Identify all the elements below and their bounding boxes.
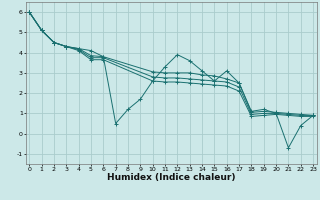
X-axis label: Humidex (Indice chaleur): Humidex (Indice chaleur) bbox=[107, 173, 236, 182]
